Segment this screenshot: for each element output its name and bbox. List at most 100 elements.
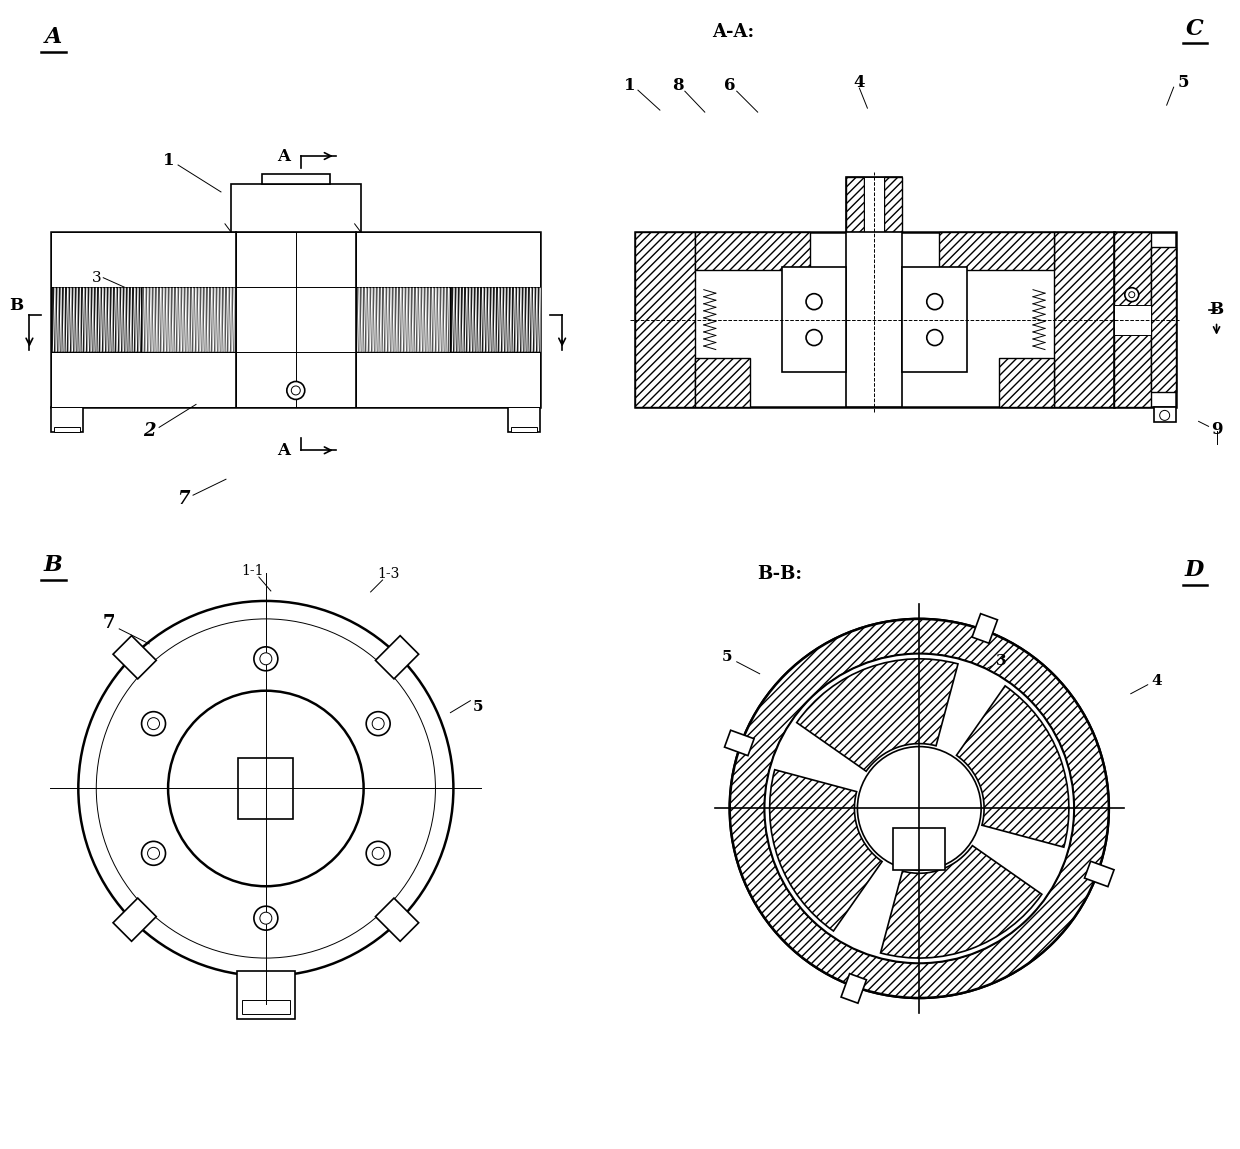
Circle shape [729,619,1109,998]
Circle shape [806,330,822,346]
Bar [847,177,864,232]
Polygon shape [972,614,997,643]
Circle shape [169,691,363,886]
Bar [694,232,810,270]
Bar [450,287,541,352]
Bar [694,232,810,270]
Bar [51,287,141,352]
Bar [1153,408,1176,423]
Text: B: B [1209,301,1224,318]
Bar [635,232,694,408]
Circle shape [806,294,822,309]
Text: A: A [45,26,62,48]
Circle shape [926,330,942,346]
Wedge shape [796,658,959,771]
Text: 2: 2 [143,423,155,440]
Bar [51,232,541,408]
Text: D: D [1185,558,1204,581]
Circle shape [260,653,272,665]
Text: 5: 5 [474,700,484,714]
Bar [508,408,541,432]
Circle shape [78,601,454,976]
Text: B: B [43,554,63,576]
Circle shape [372,718,384,730]
Text: 7: 7 [103,614,115,632]
Bar [864,177,884,232]
Wedge shape [729,619,1109,998]
Bar [847,177,864,232]
Circle shape [291,386,300,395]
Bar [356,232,541,287]
Text: 1-1: 1-1 [242,564,264,578]
Polygon shape [113,635,156,679]
Bar [1114,319,1151,408]
Circle shape [1125,287,1138,302]
Bar [51,352,236,408]
Circle shape [1159,410,1169,421]
Bar [999,357,1054,408]
Bar [694,357,750,408]
Bar [1114,319,1151,408]
Bar [51,408,83,432]
Bar [847,177,903,232]
Bar [236,232,356,408]
Text: 3: 3 [92,271,102,285]
Circle shape [366,711,391,735]
Bar [847,232,903,408]
Text: 1: 1 [624,77,636,94]
Text: 4: 4 [1152,673,1162,688]
Circle shape [765,654,1074,963]
Bar [231,184,361,232]
Text: 5: 5 [1178,74,1189,91]
Circle shape [857,747,981,870]
Text: A: A [277,442,290,458]
Circle shape [141,841,165,865]
Text: 6: 6 [724,77,735,94]
Text: A: A [277,147,290,164]
Bar [1054,232,1114,408]
Circle shape [254,907,278,931]
Bar [903,268,967,372]
Text: 4: 4 [853,74,866,91]
Circle shape [286,381,305,400]
Bar [939,232,1054,270]
Bar [635,232,1114,408]
Circle shape [97,619,435,958]
Circle shape [366,841,391,865]
Bar [999,357,1054,408]
Bar [238,757,294,819]
Bar [1151,247,1176,393]
Circle shape [260,912,272,924]
Circle shape [926,294,942,309]
Circle shape [1128,292,1135,298]
Bar [884,177,903,232]
Polygon shape [1085,862,1114,887]
Bar [262,173,330,184]
Bar [893,828,945,870]
Circle shape [148,847,160,859]
Text: 5: 5 [722,650,732,664]
Bar [1114,232,1151,319]
Text: A-A:: A-A: [712,23,754,41]
Text: B: B [10,298,24,314]
Bar [1114,304,1151,334]
Bar [55,427,81,432]
Bar [237,971,295,1019]
Bar [694,357,750,408]
Circle shape [148,718,160,730]
Text: 7: 7 [177,491,190,508]
Text: 1-3: 1-3 [377,566,399,581]
Bar [242,1000,290,1013]
Polygon shape [376,635,419,679]
Text: B-B:: B-B: [758,565,802,583]
Bar [1114,232,1176,408]
Polygon shape [841,973,867,1003]
Bar [635,232,694,408]
Text: 3: 3 [996,654,1007,668]
Bar [511,427,537,432]
Wedge shape [880,846,1042,958]
Polygon shape [724,731,754,756]
Bar [939,232,1054,270]
Circle shape [254,647,278,671]
Bar [51,232,236,287]
